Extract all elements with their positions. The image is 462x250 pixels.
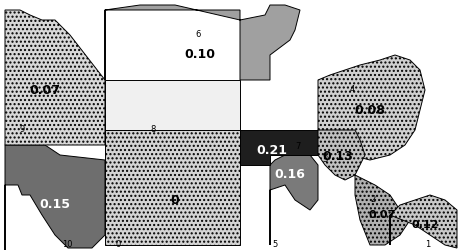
Polygon shape xyxy=(318,55,425,160)
Polygon shape xyxy=(105,130,240,245)
Text: 0.07: 0.07 xyxy=(368,210,395,220)
Text: 0.21: 0.21 xyxy=(256,144,287,156)
Text: 3: 3 xyxy=(322,155,328,164)
Text: 7: 7 xyxy=(295,142,300,151)
Text: 6: 6 xyxy=(195,30,201,39)
Text: 2: 2 xyxy=(370,195,375,204)
Polygon shape xyxy=(105,5,300,80)
Polygon shape xyxy=(240,130,318,165)
Text: 0.16: 0.16 xyxy=(274,168,305,181)
Text: 0.15: 0.15 xyxy=(39,198,71,211)
Text: 0: 0 xyxy=(170,194,179,206)
Polygon shape xyxy=(105,80,240,130)
Polygon shape xyxy=(318,130,365,180)
Polygon shape xyxy=(270,148,318,245)
Text: 0.07: 0.07 xyxy=(30,84,61,96)
Text: 9: 9 xyxy=(20,125,25,134)
Text: 8: 8 xyxy=(150,125,155,134)
Text: 4: 4 xyxy=(350,85,355,94)
Text: 0: 0 xyxy=(115,240,120,249)
Polygon shape xyxy=(5,10,105,145)
Text: 0.12: 0.12 xyxy=(411,220,439,230)
Text: 0.08: 0.08 xyxy=(354,104,385,117)
Polygon shape xyxy=(5,145,105,250)
Text: 0.13: 0.13 xyxy=(322,150,353,164)
Text: 0.10: 0.10 xyxy=(184,48,215,62)
Text: 5: 5 xyxy=(272,240,277,249)
Text: 10: 10 xyxy=(62,240,73,249)
Polygon shape xyxy=(355,175,410,245)
Text: 1: 1 xyxy=(425,240,430,249)
Polygon shape xyxy=(390,195,457,248)
